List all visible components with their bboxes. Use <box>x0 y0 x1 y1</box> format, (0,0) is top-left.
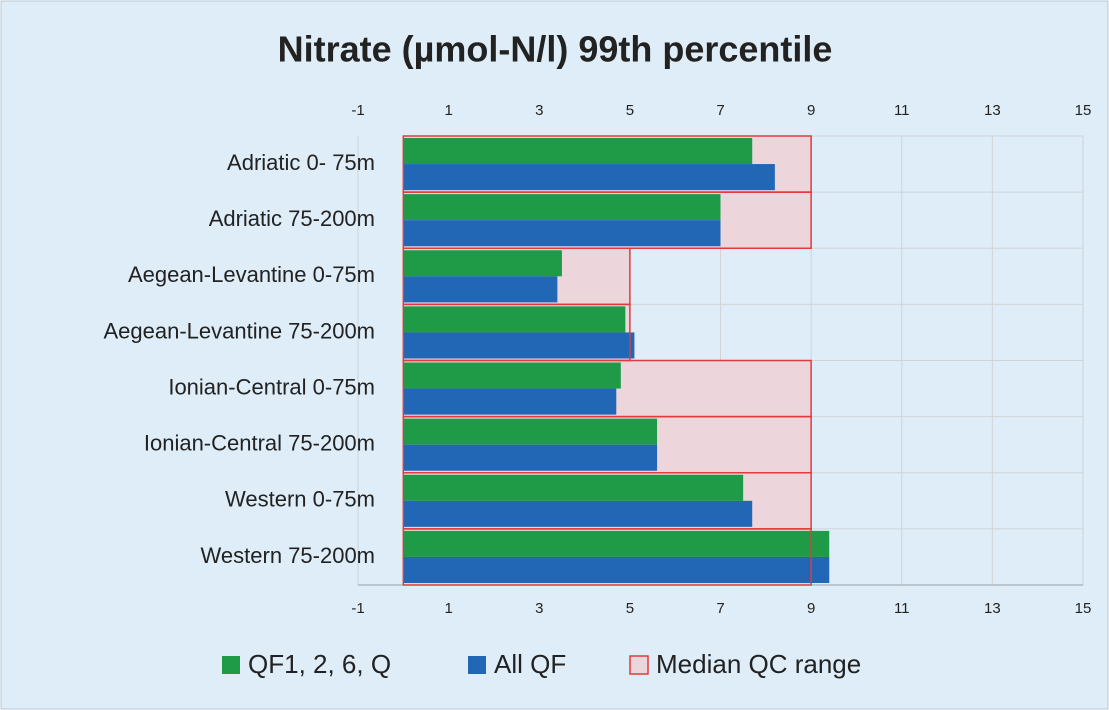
bar <box>403 164 775 191</box>
x-tick-label: 1 <box>444 600 452 617</box>
bar <box>403 362 621 389</box>
x-tick-label: 5 <box>626 600 634 617</box>
bar <box>403 474 744 501</box>
qc-range-outlines <box>402 135 812 586</box>
x-tick-label: 15 <box>1075 600 1092 617</box>
y-tick-label: Adriatic 0- 75m <box>227 150 375 175</box>
y-tick-label: Western 0-75m <box>225 487 375 512</box>
x-tick-label: 13 <box>984 600 1001 617</box>
legend-marker <box>222 656 240 674</box>
legend-marker <box>629 655 649 675</box>
bars <box>403 138 830 583</box>
bar <box>403 388 617 415</box>
x-tick-label: 11 <box>894 600 910 617</box>
y-tick-label: Ionian-Central 75-200m <box>144 431 375 456</box>
x-tick-label-top: 3 <box>535 102 543 119</box>
x-tick-label: 9 <box>807 600 815 617</box>
y-tick-label: Aegean-Levantine 75-200m <box>103 318 375 343</box>
x-tick-label: 3 <box>535 600 543 617</box>
x-tick-label-top: 7 <box>716 102 724 119</box>
x-tick-label-top: 11 <box>894 102 910 119</box>
bar <box>403 306 626 333</box>
bar <box>403 530 830 557</box>
legend-label: All QF <box>494 649 566 679</box>
legend-label: Median QC range <box>656 649 861 679</box>
bar <box>403 220 721 247</box>
bar <box>403 418 658 445</box>
x-tick-label: -1 <box>351 600 364 617</box>
x-tick-label-top: 1 <box>444 102 452 119</box>
bar <box>403 194 721 221</box>
qc-range-outline <box>402 528 812 586</box>
bar <box>403 138 753 165</box>
legend-marker <box>468 656 486 674</box>
y-tick-label: Aegean-Levantine 0-75m <box>128 262 375 287</box>
bar <box>403 500 753 527</box>
bar <box>403 276 558 303</box>
x-tick-label-top: 9 <box>807 102 815 119</box>
y-tick-label: Ionian-Central 0-75m <box>168 374 375 399</box>
bar <box>403 250 562 277</box>
bar <box>403 332 635 359</box>
bar <box>403 444 658 471</box>
x-tick-label-top: -1 <box>351 102 364 119</box>
x-tick-label-top: 13 <box>984 102 1001 119</box>
chart-title: Nitrate (µmol-N/l) 99th percentile <box>278 29 833 70</box>
y-tick-label: Adriatic 75-200m <box>209 206 375 231</box>
y-tick-label: Western 75-200m <box>201 543 375 568</box>
x-tick-label-top: 5 <box>626 102 634 119</box>
legend: QF1, 2, 6, Q All QF Median QC range <box>222 649 861 679</box>
legend-label: QF1, 2, 6, Q <box>248 649 391 679</box>
x-tick-label: 7 <box>716 600 724 617</box>
bar <box>403 556 830 583</box>
x-tick-label-top: 15 <box>1075 102 1092 119</box>
